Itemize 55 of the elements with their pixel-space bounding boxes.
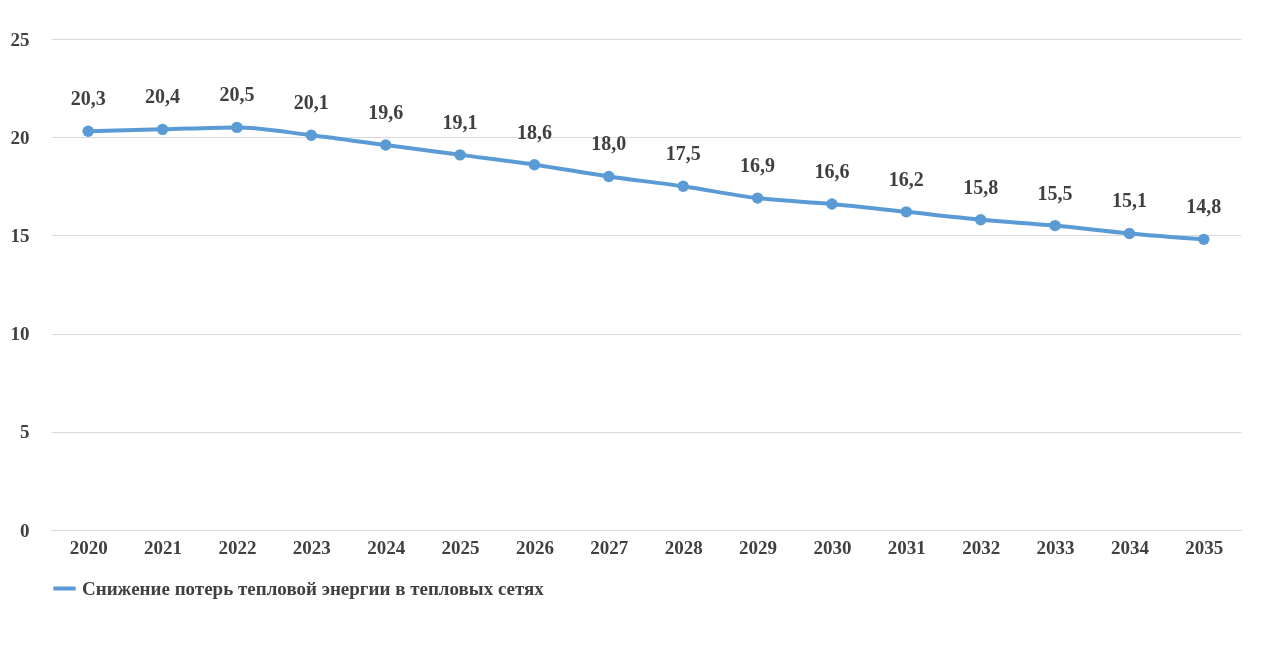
data-label: 14,8 <box>1186 195 1222 218</box>
point <box>82 125 94 137</box>
x-tick-label: 2029 <box>739 536 778 558</box>
point <box>1049 219 1061 232</box>
point <box>1123 227 1136 240</box>
point <box>528 159 541 171</box>
point <box>900 206 913 218</box>
x-tick-label: 2032 <box>962 536 1001 558</box>
data-label: 20,3 <box>70 87 106 110</box>
point <box>974 214 987 226</box>
x-tick-label: 2025 <box>441 536 480 558</box>
x-tick-label: 2021 <box>144 536 183 558</box>
x-tick-label: 2030 <box>813 536 852 558</box>
data-label: 20,5 <box>219 83 255 106</box>
legend-label: Снижение потерь тепловой энергии в тепловых сетях <box>82 577 545 599</box>
x-tick-label: 2031 <box>887 536 926 558</box>
x-tick-label: 2022 <box>218 536 257 558</box>
x-tick-label: 2035 <box>1185 536 1224 558</box>
data-label: 15,1 <box>1111 189 1147 212</box>
data-label: 16,9 <box>740 154 776 177</box>
data-label: 19,6 <box>368 101 404 124</box>
y-tick-label: 15 <box>10 224 30 246</box>
point <box>231 121 243 134</box>
x-tick-label: 2026 <box>515 536 554 558</box>
x-tick-label: 2024 <box>367 536 406 558</box>
x-tick-label: 2033 <box>1036 536 1075 558</box>
data-label: 15,5 <box>1037 181 1073 204</box>
y-tick-label: 5 <box>20 421 30 443</box>
y-tick-label: 20 <box>10 126 30 148</box>
x-tick-label: 2020 <box>69 536 108 558</box>
point <box>379 139 392 151</box>
data-label: 18,6 <box>516 120 552 143</box>
data-label: 18,0 <box>591 132 627 155</box>
data-label: 16,2 <box>888 167 924 190</box>
data-label: 20,4 <box>145 85 181 108</box>
y-tick-label: 25 <box>10 28 30 50</box>
point <box>1198 233 1210 246</box>
data-label: 15,8 <box>963 175 999 198</box>
point <box>826 198 838 210</box>
point <box>751 192 764 204</box>
y-tick-label: 0 <box>20 519 30 541</box>
x-tick-label: 2034 <box>1110 536 1150 558</box>
data-label: 19,1 <box>442 110 478 133</box>
data-label: 16,6 <box>814 159 850 182</box>
point <box>677 180 689 192</box>
point <box>603 170 615 183</box>
point <box>156 123 169 136</box>
data-label: 20,1 <box>293 91 329 114</box>
x-tick-label: 2028 <box>664 536 703 558</box>
y-tick-label: 10 <box>10 323 30 345</box>
x-tick-label: 2027 <box>590 536 629 558</box>
x-tick-label: 2023 <box>292 536 331 558</box>
data-label: 17,5 <box>665 142 701 165</box>
point <box>305 129 318 141</box>
point <box>454 149 466 161</box>
